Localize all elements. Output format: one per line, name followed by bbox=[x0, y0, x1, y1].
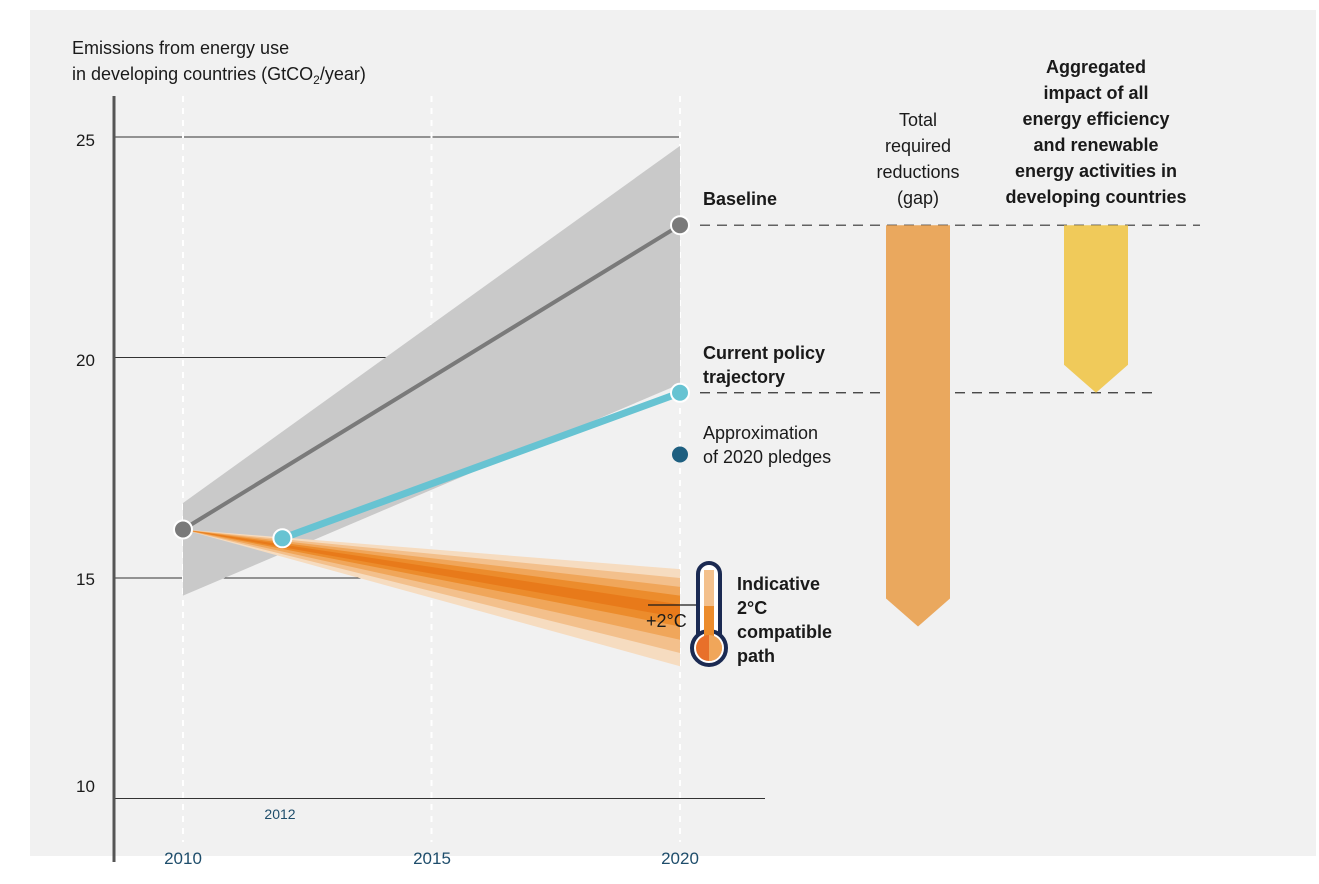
pledges-label-2: of 2020 pledges bbox=[703, 447, 831, 467]
impact-label-2: impact of all bbox=[1043, 83, 1148, 103]
x-tick-2015: 2015 bbox=[413, 849, 451, 868]
pledges-marker bbox=[672, 446, 688, 463]
thermometer-icon bbox=[648, 561, 728, 667]
pledges-label-1: Approximation bbox=[703, 423, 818, 443]
impact-label-6: developing countries bbox=[1005, 187, 1186, 207]
path-label-1: Indicative bbox=[737, 574, 820, 594]
series-0-point-0 bbox=[173, 519, 193, 540]
y-tick-25: 25 bbox=[76, 131, 95, 150]
current-policy-label-1: Current policy bbox=[703, 343, 825, 363]
impact-label-5: energy activities in bbox=[1015, 161, 1177, 181]
current-policy-label-2: trajectory bbox=[703, 367, 785, 387]
baseline-range bbox=[183, 145, 680, 596]
series-1-point-1 bbox=[670, 382, 690, 403]
series-line-0 bbox=[181, 223, 682, 532]
series-0-point-1 bbox=[670, 215, 690, 236]
impact-label-3: energy efficiency bbox=[1022, 109, 1169, 129]
gap-label-3: reductions bbox=[876, 162, 959, 182]
fan-band-0 bbox=[183, 529, 680, 667]
series-lines bbox=[173, 215, 690, 549]
path-label-3: compatible bbox=[737, 622, 832, 642]
gap-label-4: (gap) bbox=[897, 188, 939, 208]
fan-band-2 bbox=[183, 529, 680, 640]
impact-label-1: Aggregated bbox=[1046, 57, 1146, 77]
fan-band-3 bbox=[183, 529, 680, 627]
x-tick-2020: 2020 bbox=[661, 849, 699, 868]
gap-label-1: Total bbox=[899, 110, 937, 130]
path-label-2: 2°C bbox=[737, 598, 767, 618]
baseline-label: Baseline bbox=[703, 189, 777, 209]
y-tick-10: 10 bbox=[76, 777, 95, 796]
gap-label-2: required bbox=[885, 136, 951, 156]
y-tick-15: 15 bbox=[76, 570, 95, 589]
y-tick-20: 20 bbox=[76, 351, 95, 370]
impact-label-4: and renewable bbox=[1033, 135, 1158, 155]
fan-band-1 bbox=[183, 529, 680, 653]
y-axis-label-line1: Emissions from energy use bbox=[72, 38, 289, 58]
fan-band-4 bbox=[183, 529, 680, 618]
path-label-4: path bbox=[737, 646, 775, 666]
gap-bars bbox=[886, 225, 1128, 627]
impact-bar bbox=[1064, 225, 1128, 393]
thermometer-label: +2°C bbox=[646, 611, 687, 631]
gap-bar bbox=[886, 225, 950, 627]
series-1-point-0 bbox=[272, 528, 293, 549]
baseline-range-band bbox=[183, 145, 680, 596]
x-tick-2010: 2010 bbox=[164, 849, 202, 868]
two-degree-fan bbox=[183, 529, 680, 667]
series-line-1 bbox=[278, 389, 684, 542]
x-tick-2012: 2012 bbox=[264, 806, 295, 822]
y-axis-label-line2: in developing countries (GtCO2/year) bbox=[72, 64, 366, 87]
